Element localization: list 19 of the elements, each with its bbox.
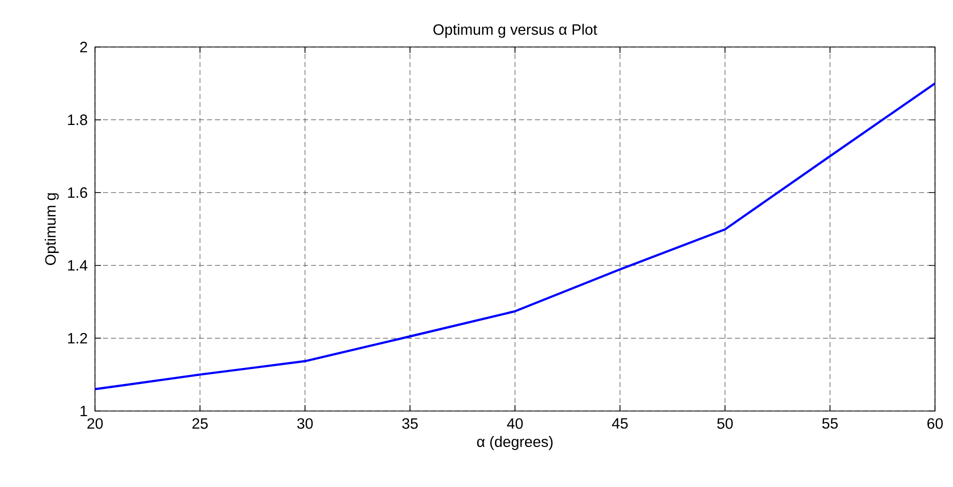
y-tick-label: 1.2 [68, 332, 88, 344]
x-tick-label: 55 [822, 418, 838, 429]
y-tick-label: 2 [80, 42, 88, 52]
x-tick-label: 60 [927, 418, 943, 429]
x-tick-label: 40 [507, 418, 523, 429]
chart-title: Optimum g versus α Plot [433, 24, 598, 38]
y-tick-label: 1 [80, 406, 88, 416]
y-tick-label: 1.6 [68, 187, 88, 198]
x-tick-label: 45 [612, 418, 628, 429]
x-tick-label: 50 [717, 418, 733, 429]
x-tick-label: 30 [297, 418, 313, 429]
y-tick-label: 1.4 [68, 260, 88, 271]
y-axis-title: Optimum g [44, 193, 59, 265]
line-series [95, 82, 936, 390]
x-axis-title: α (degrees) [477, 436, 553, 450]
x-tick-label: 35 [402, 418, 418, 429]
y-tick-label: 1.8 [68, 114, 88, 126]
x-tick-label: 25 [192, 418, 208, 429]
x-tick-label: 20 [87, 418, 103, 429]
